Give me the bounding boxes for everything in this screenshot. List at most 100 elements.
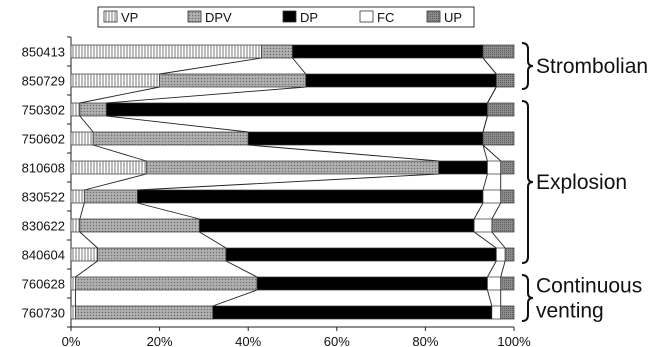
connector-line (487, 86, 497, 104)
connector-line (137, 173, 439, 191)
x-tick-label: 80% (412, 334, 438, 347)
x-tick-labels: 0% 20% 40% 60% 80% 100% (62, 334, 531, 347)
bar-760730-vp (70, 305, 76, 320)
bars (70, 44, 515, 320)
connector-line (473, 231, 497, 249)
connector-line (159, 57, 262, 75)
bar-760628-fc (487, 276, 502, 291)
bar-830622-up (491, 218, 515, 233)
connector-line (106, 86, 306, 104)
bar-850413-dpv (261, 44, 293, 59)
legend-swatch-vp (103, 10, 118, 23)
bar-760730-fc (491, 305, 502, 320)
connector-line (199, 231, 227, 249)
bar-830522-dp (137, 189, 484, 204)
bar-830522-up (500, 189, 515, 204)
bar-760730-dp (212, 305, 493, 320)
bar-760628-vp (70, 276, 76, 291)
connector-line (482, 57, 497, 75)
legend-swatch-up (426, 10, 441, 23)
bar-810608-fc (487, 160, 502, 175)
category-label-840604: 840604 (22, 248, 65, 263)
legend: VP DPV DP FC UP (97, 6, 475, 28)
bar-750302-dpv (79, 102, 107, 117)
connector-line (79, 231, 98, 249)
bar-830522-vp (70, 189, 85, 204)
bar-830622-dpv (79, 218, 200, 233)
bar-760730-up (500, 305, 515, 320)
connector-line (473, 202, 484, 220)
bar-830622-fc (473, 218, 493, 233)
legend-label-vp: VP (121, 10, 138, 25)
connector-line (225, 260, 258, 278)
connector-line (93, 144, 147, 162)
bar-760628-dp (256, 276, 488, 291)
bar-750602-dp (247, 131, 484, 146)
bar-750602-vp (70, 131, 94, 146)
bar-830622-dp (199, 218, 475, 233)
bar-750302-dp (106, 102, 488, 117)
group-label-continuous: Continuous (536, 275, 642, 298)
connector-line (106, 115, 249, 133)
bar-750302-up (487, 102, 515, 117)
legend-label-up: UP (444, 10, 462, 25)
bar-830622-vp (70, 218, 81, 233)
bar-810608-dp (438, 160, 488, 175)
bar-850413-dp (292, 44, 484, 59)
connector-line (482, 144, 502, 162)
bar-840604-dpv (97, 247, 227, 262)
x-tick-label: 100% (497, 334, 531, 347)
bar-760628-dpv (75, 276, 258, 291)
legend-label-dpv: DPV (205, 10, 232, 25)
category-label-750602: 750602 (22, 132, 65, 147)
connector-line (487, 260, 497, 278)
connector-line (500, 260, 506, 278)
bar-850729-vp (70, 73, 160, 88)
bar-810608-vp (70, 160, 147, 175)
connector-line (482, 144, 488, 162)
bar-840604-fc (495, 247, 506, 262)
connector-line (491, 202, 502, 220)
connector-line (482, 173, 488, 191)
connector-line (486, 289, 493, 307)
connector-line (482, 115, 488, 133)
x-tick-label: 0% (62, 334, 81, 347)
bar-840604-dp (225, 247, 497, 262)
bar-750302-vp (70, 102, 81, 117)
bar-850729-dpv (159, 73, 307, 88)
category-label-750302: 750302 (22, 103, 65, 118)
category-label-760730: 760730 (22, 306, 65, 321)
group-label-explosion: Explosion (536, 171, 627, 194)
bar-850413-up (482, 44, 515, 59)
bar-850729-up (495, 73, 515, 88)
connector-line (79, 115, 94, 133)
bar-840604-up (504, 247, 515, 262)
legend-swatch-dp (282, 10, 297, 23)
connector-line (79, 202, 85, 220)
bar-810608-up (500, 160, 515, 175)
group-bracket-strombolian (521, 42, 534, 90)
legend-swatch-dpv (187, 10, 202, 23)
bar-830522-dpv (83, 189, 138, 204)
bar-750602-up (482, 131, 515, 146)
bar-840604-vp (70, 247, 98, 262)
bar-750602-dpv (92, 131, 249, 146)
connector-line (212, 289, 258, 307)
legend-label-fc: FC (377, 10, 394, 25)
legend-swatch-fc (359, 10, 374, 23)
segment-connectors (74, 57, 506, 307)
connector-line (84, 173, 147, 191)
x-tick-label: 40% (235, 334, 261, 347)
bar-850413-vp (70, 44, 262, 59)
category-label-810608: 810608 (22, 161, 65, 176)
category-label-760628: 760628 (22, 277, 65, 292)
category-labels: 850413 850729 750302 750602 810608 830522 8306… (22, 45, 65, 321)
category-label-830522: 830522 (22, 190, 65, 205)
legend-label-dp: DP (300, 10, 318, 25)
bar-760730-dpv (75, 305, 214, 320)
connector-line (292, 57, 307, 75)
connector-line (491, 231, 506, 249)
x-tick-label: 20% (147, 334, 173, 347)
